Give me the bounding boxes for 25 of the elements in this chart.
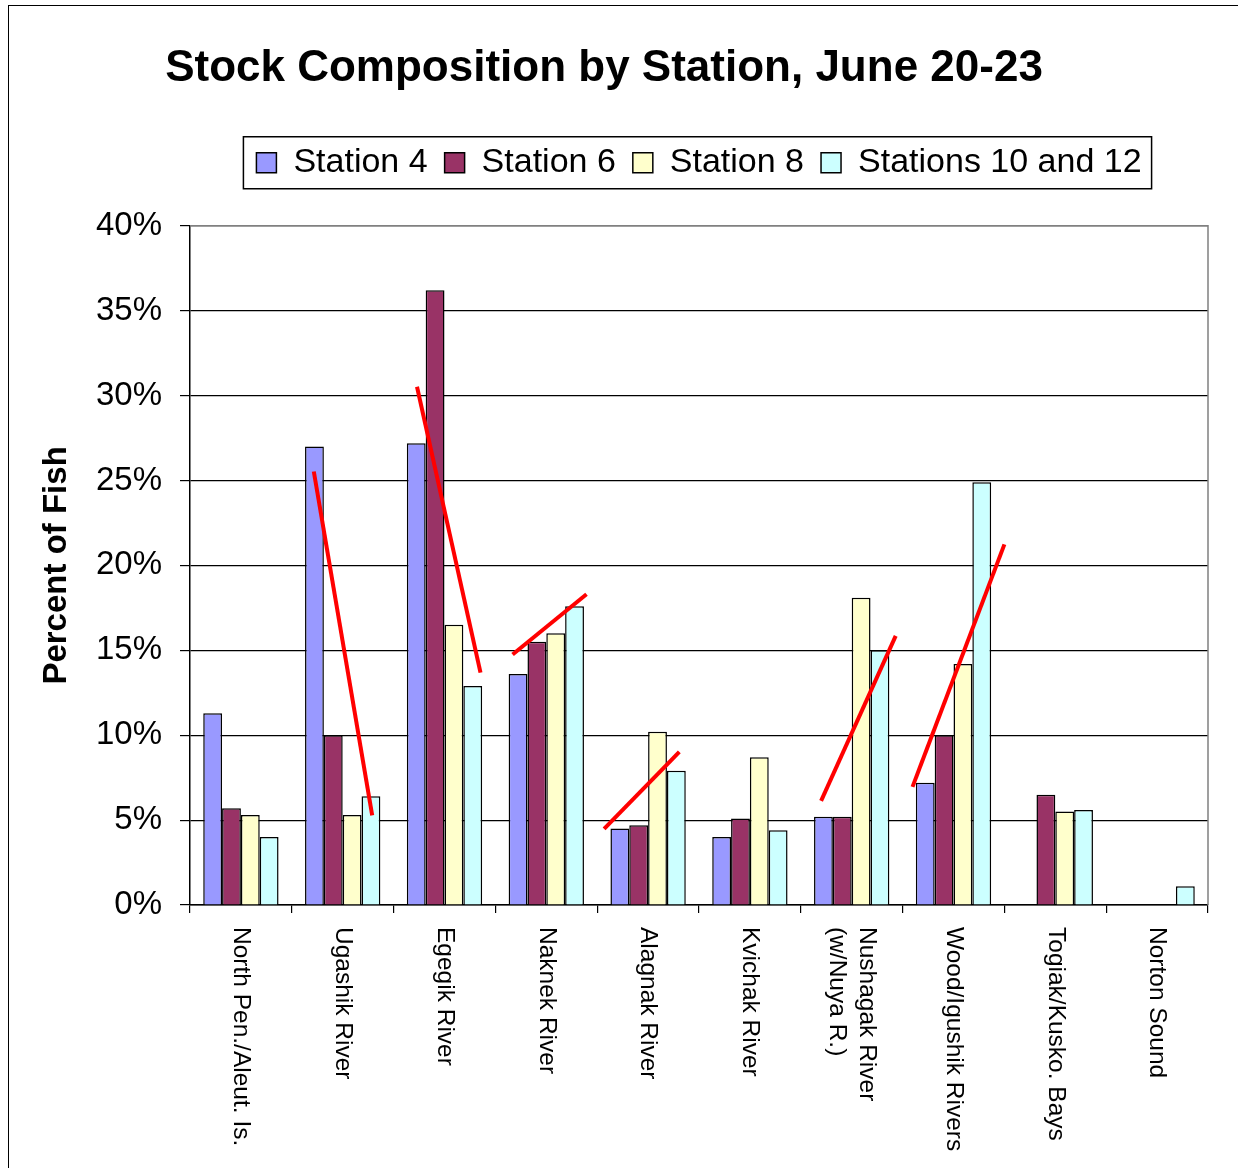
y-tick-label: 10% [95,714,162,752]
legend-label: Stations 10 and 12 [858,141,1142,180]
x-tick-label: Alagnak River [636,927,664,1080]
y-tick-label: 30% [95,374,162,412]
x-tick-label: North Pen./Aleut. Is. [229,927,257,1147]
x-tick-label: Togiak/Kusko. Bays [1043,927,1071,1141]
x-tick-label: Kvichak River [738,927,766,1077]
x-tick-label: Egegik River [432,927,460,1066]
y-tick-label: 40% [95,204,162,242]
y-tick-label: 25% [95,459,162,497]
x-tick-label: Wood/Igushik Rivers [941,927,969,1152]
y-tick-label: 35% [95,289,162,327]
x-tick-label: Naknek River [534,927,562,1075]
y-tick-label: 0% [114,884,162,922]
legend-label: Station 6 [481,141,616,180]
y-axis-title: Percent of Fish [35,446,73,685]
legend-label: Station 4 [293,141,428,180]
y-tick-label: 15% [95,629,162,667]
y-tick-label: 5% [114,799,162,837]
legend-label: Station 8 [669,141,805,180]
x-tick-label: Norton Sound [1145,927,1173,1079]
x-tick-label: Ugashik River [330,927,358,1080]
y-tick-label: 20% [95,544,162,582]
x-tick-label: Nushagak River (w/Nuya R.) [824,927,883,1102]
chart-title: Stock Composition by Station, June 20-23 [165,40,1043,90]
